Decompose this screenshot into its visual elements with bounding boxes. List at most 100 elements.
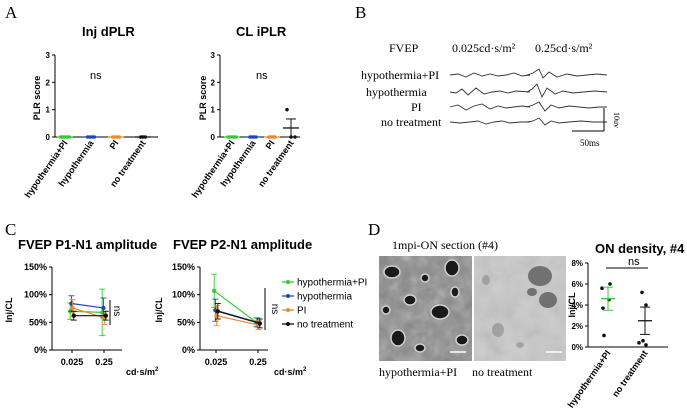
x-tick-label: no treatment bbox=[610, 348, 649, 398]
histology-caption: hypothermia+PI bbox=[379, 365, 457, 379]
chart-title: FVEP P2-N1 amplitude bbox=[173, 237, 312, 252]
fvep-header: FVEP bbox=[389, 41, 419, 55]
data-point bbox=[640, 290, 644, 295]
panel-label-a: A bbox=[5, 3, 18, 22]
y-tick-label: 0% bbox=[182, 345, 195, 355]
x-tick-label: hypothermia+PI bbox=[23, 138, 70, 199]
y-axis-label: Inj/CL bbox=[567, 292, 577, 317]
y-tick-label: 2 bbox=[46, 78, 51, 87]
chart-title: ON density, #4 bbox=[595, 241, 685, 256]
trace-label: PI bbox=[411, 100, 422, 114]
voltage-scale-label: 10uv bbox=[612, 112, 621, 128]
y-tick-label: 0 bbox=[211, 133, 216, 142]
y-axis-label: PLR score bbox=[32, 76, 42, 121]
x-tick-label: hypothermia+PI bbox=[566, 348, 613, 409]
micrograph-hypothermia-pi bbox=[379, 256, 472, 361]
x-tick-label: 0.25 bbox=[249, 357, 267, 367]
fvep-trace-high bbox=[526, 117, 607, 126]
y-tick-label: 0% bbox=[34, 345, 47, 355]
trace-label: no treatment bbox=[381, 115, 442, 129]
y-tick-label: 2 bbox=[211, 78, 216, 87]
histology-title: 1mpi-ON section (#4) bbox=[392, 238, 498, 252]
data-point bbox=[257, 321, 262, 326]
y-tick-label: 6% bbox=[571, 280, 583, 289]
data-point bbox=[601, 306, 605, 310]
y-tick-label: 150% bbox=[172, 262, 195, 272]
series-line bbox=[71, 302, 104, 309]
legend-marker bbox=[286, 280, 290, 284]
y-axis-label: Inj/CL bbox=[154, 297, 164, 322]
data-point bbox=[644, 303, 648, 307]
data-point bbox=[215, 309, 220, 314]
panel-label-c: C bbox=[5, 220, 16, 239]
fvep-trace-low bbox=[449, 103, 531, 111]
y-tick-label: 3 bbox=[46, 51, 51, 60]
y-tick-label: 100% bbox=[24, 290, 47, 300]
chart-title: FVEP P1-N1 amplitude bbox=[18, 237, 157, 252]
y-tick-label: 3 bbox=[211, 51, 216, 60]
data-point bbox=[644, 343, 648, 347]
data-point bbox=[212, 288, 217, 293]
y-tick-label: 150% bbox=[24, 262, 47, 272]
x-tick-label: PI bbox=[108, 138, 121, 151]
micrograph-no-treatment bbox=[474, 256, 566, 361]
data-point bbox=[602, 333, 606, 338]
x-tick-label: no treatment bbox=[256, 138, 295, 188]
x-unit-label: cd·s/m2 bbox=[126, 367, 159, 377]
y-tick-label: 0% bbox=[571, 343, 583, 352]
chart-fvep-p1n1: FVEP P1-N1 amplitude Inj/CL ns cd·s/m2 0… bbox=[4, 237, 159, 377]
data-point bbox=[637, 341, 641, 345]
x-tick-label: PI bbox=[264, 138, 277, 151]
ns-annotation: ns bbox=[90, 70, 102, 82]
histology-caption: no treatment bbox=[472, 365, 533, 379]
data-point bbox=[608, 282, 612, 286]
legend-marker bbox=[286, 294, 290, 298]
fvep-intensity-high: 0.25cd·s/m² bbox=[535, 41, 593, 55]
time-scale-label: 50ms bbox=[580, 138, 600, 148]
y-tick-label: 100% bbox=[172, 290, 195, 300]
legend-label: hypothermia+PI bbox=[297, 278, 367, 289]
y-tick-label: 1 bbox=[46, 106, 51, 115]
y-tick-label: 50% bbox=[29, 317, 47, 327]
ns-annotation: ns bbox=[628, 256, 640, 268]
chart-title: CL iPLR bbox=[236, 24, 287, 39]
data-point bbox=[641, 338, 645, 343]
trace-label: hypothermia bbox=[366, 85, 427, 99]
y-axis-label: PLR score bbox=[198, 76, 208, 121]
data-point bbox=[101, 305, 106, 311]
series-line bbox=[216, 315, 259, 326]
chart-fvep-p2n1: FVEP P2-N1 amplitude Inj/CL ns cd·s/m2 0… bbox=[154, 237, 367, 377]
fvep-trace-high bbox=[526, 68, 608, 79]
legend-marker bbox=[286, 322, 290, 326]
fvep-intensity-low: 0.025cd·s/m² bbox=[452, 41, 516, 55]
panel-label-d: D bbox=[368, 220, 380, 239]
series-line bbox=[72, 307, 105, 319]
fvep-trace-high bbox=[526, 101, 607, 112]
y-tick-label: 50% bbox=[177, 317, 195, 327]
x-tick-label: 0.025 bbox=[205, 357, 228, 367]
x-unit-label: cd·s/m2 bbox=[274, 367, 307, 377]
fvep-trace-high bbox=[526, 83, 608, 99]
chart-on-density: ON density, #4 Inj/CL ns 0% 2% 4% 6% 8% hypot… bbox=[566, 241, 686, 410]
y-tick-label: 2% bbox=[571, 322, 583, 331]
legend-label: hypothermia bbox=[297, 292, 352, 303]
chart-inj-dplr: Inj dPLR PLR score ns 0 1 2 3 hypothermia+PI… bbox=[23, 24, 158, 200]
y-tick-label: 1 bbox=[211, 106, 216, 115]
series-line bbox=[217, 310, 260, 325]
series-line bbox=[213, 290, 257, 323]
fvep-traces: FVEP 0.025cd·s/m² 0.25cd·s/m² hypothermi… bbox=[361, 41, 621, 148]
chart-title: Inj dPLR bbox=[82, 24, 135, 39]
legend-label: PI bbox=[297, 306, 306, 317]
x-tick-label: 0.25 bbox=[95, 357, 113, 367]
fvep-trace-low bbox=[449, 87, 531, 96]
y-tick-label: 8% bbox=[571, 259, 583, 268]
legend-label: no treatment bbox=[297, 320, 353, 331]
data-point bbox=[600, 286, 604, 291]
ns-annotation: ns bbox=[269, 304, 280, 315]
y-axis-label: Inj/CL bbox=[4, 297, 14, 322]
chart-cl-iplr: CL iPLR PLR score ns 0123hypothermia+PIh… bbox=[190, 24, 300, 200]
data-point bbox=[70, 305, 75, 311]
y-tick-label: 4% bbox=[571, 301, 583, 310]
data-point bbox=[71, 313, 77, 318]
